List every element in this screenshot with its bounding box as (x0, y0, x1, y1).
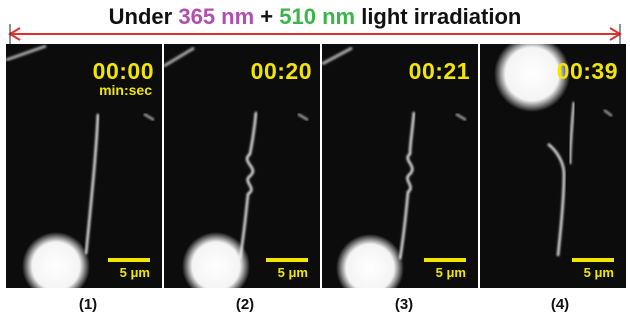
scale-bar (572, 258, 614, 262)
micrograph-panel-3: 00:21 5 μm (322, 44, 478, 288)
micrograph-panel-1: 00:00 min:sec 5 μm (6, 44, 162, 288)
scale-bar (424, 258, 466, 262)
micrograph-panel-2: 00:20 5 μm (164, 44, 320, 288)
scale-bar-label: 5 μm (277, 265, 308, 280)
timestamp: 00:21 (408, 58, 470, 84)
time-unit-label: min:sec (99, 82, 152, 98)
panel-divider (162, 44, 164, 288)
micrograph-image-3 (322, 44, 478, 288)
scale-bar-label: 5 μm (119, 265, 150, 280)
title-prefix: Under (108, 4, 179, 29)
micrograph-image-2 (164, 44, 320, 288)
panel-label-2: (2) (235, 296, 255, 313)
figure-title: Under 365 nm + 510 nm light irradiation (0, 4, 630, 30)
scale-bar-label: 5 μm (583, 265, 614, 280)
timestamp: 00:39 (556, 58, 618, 84)
timestamp: 00:00 (92, 58, 154, 84)
title-wavelength-510: 510 nm (279, 4, 356, 29)
panel-divider (478, 44, 480, 288)
micrograph-image-1 (6, 44, 162, 288)
micrograph-strip: 00:00 min:sec 5 μm 00:20 5 μm (6, 44, 626, 288)
scale-bar (266, 258, 308, 262)
title-joiner: + (254, 4, 280, 29)
panel-divider (320, 44, 322, 288)
scale-bar-label: 5 μm (435, 265, 466, 280)
panel-label-1: (1) (78, 296, 98, 313)
title-wavelength-365: 365 nm (178, 4, 255, 29)
panel-label-4: (4) (550, 296, 570, 313)
scale-bar (108, 258, 150, 262)
micrograph-panel-4: 00:39 5 μm (480, 44, 626, 288)
micrograph-image-4 (480, 44, 626, 288)
panel-label-3: (3) (394, 296, 414, 313)
timestamp: 00:20 (250, 58, 312, 84)
title-suffix: light irradiation (355, 4, 522, 29)
double-arrow-icon (8, 24, 622, 44)
